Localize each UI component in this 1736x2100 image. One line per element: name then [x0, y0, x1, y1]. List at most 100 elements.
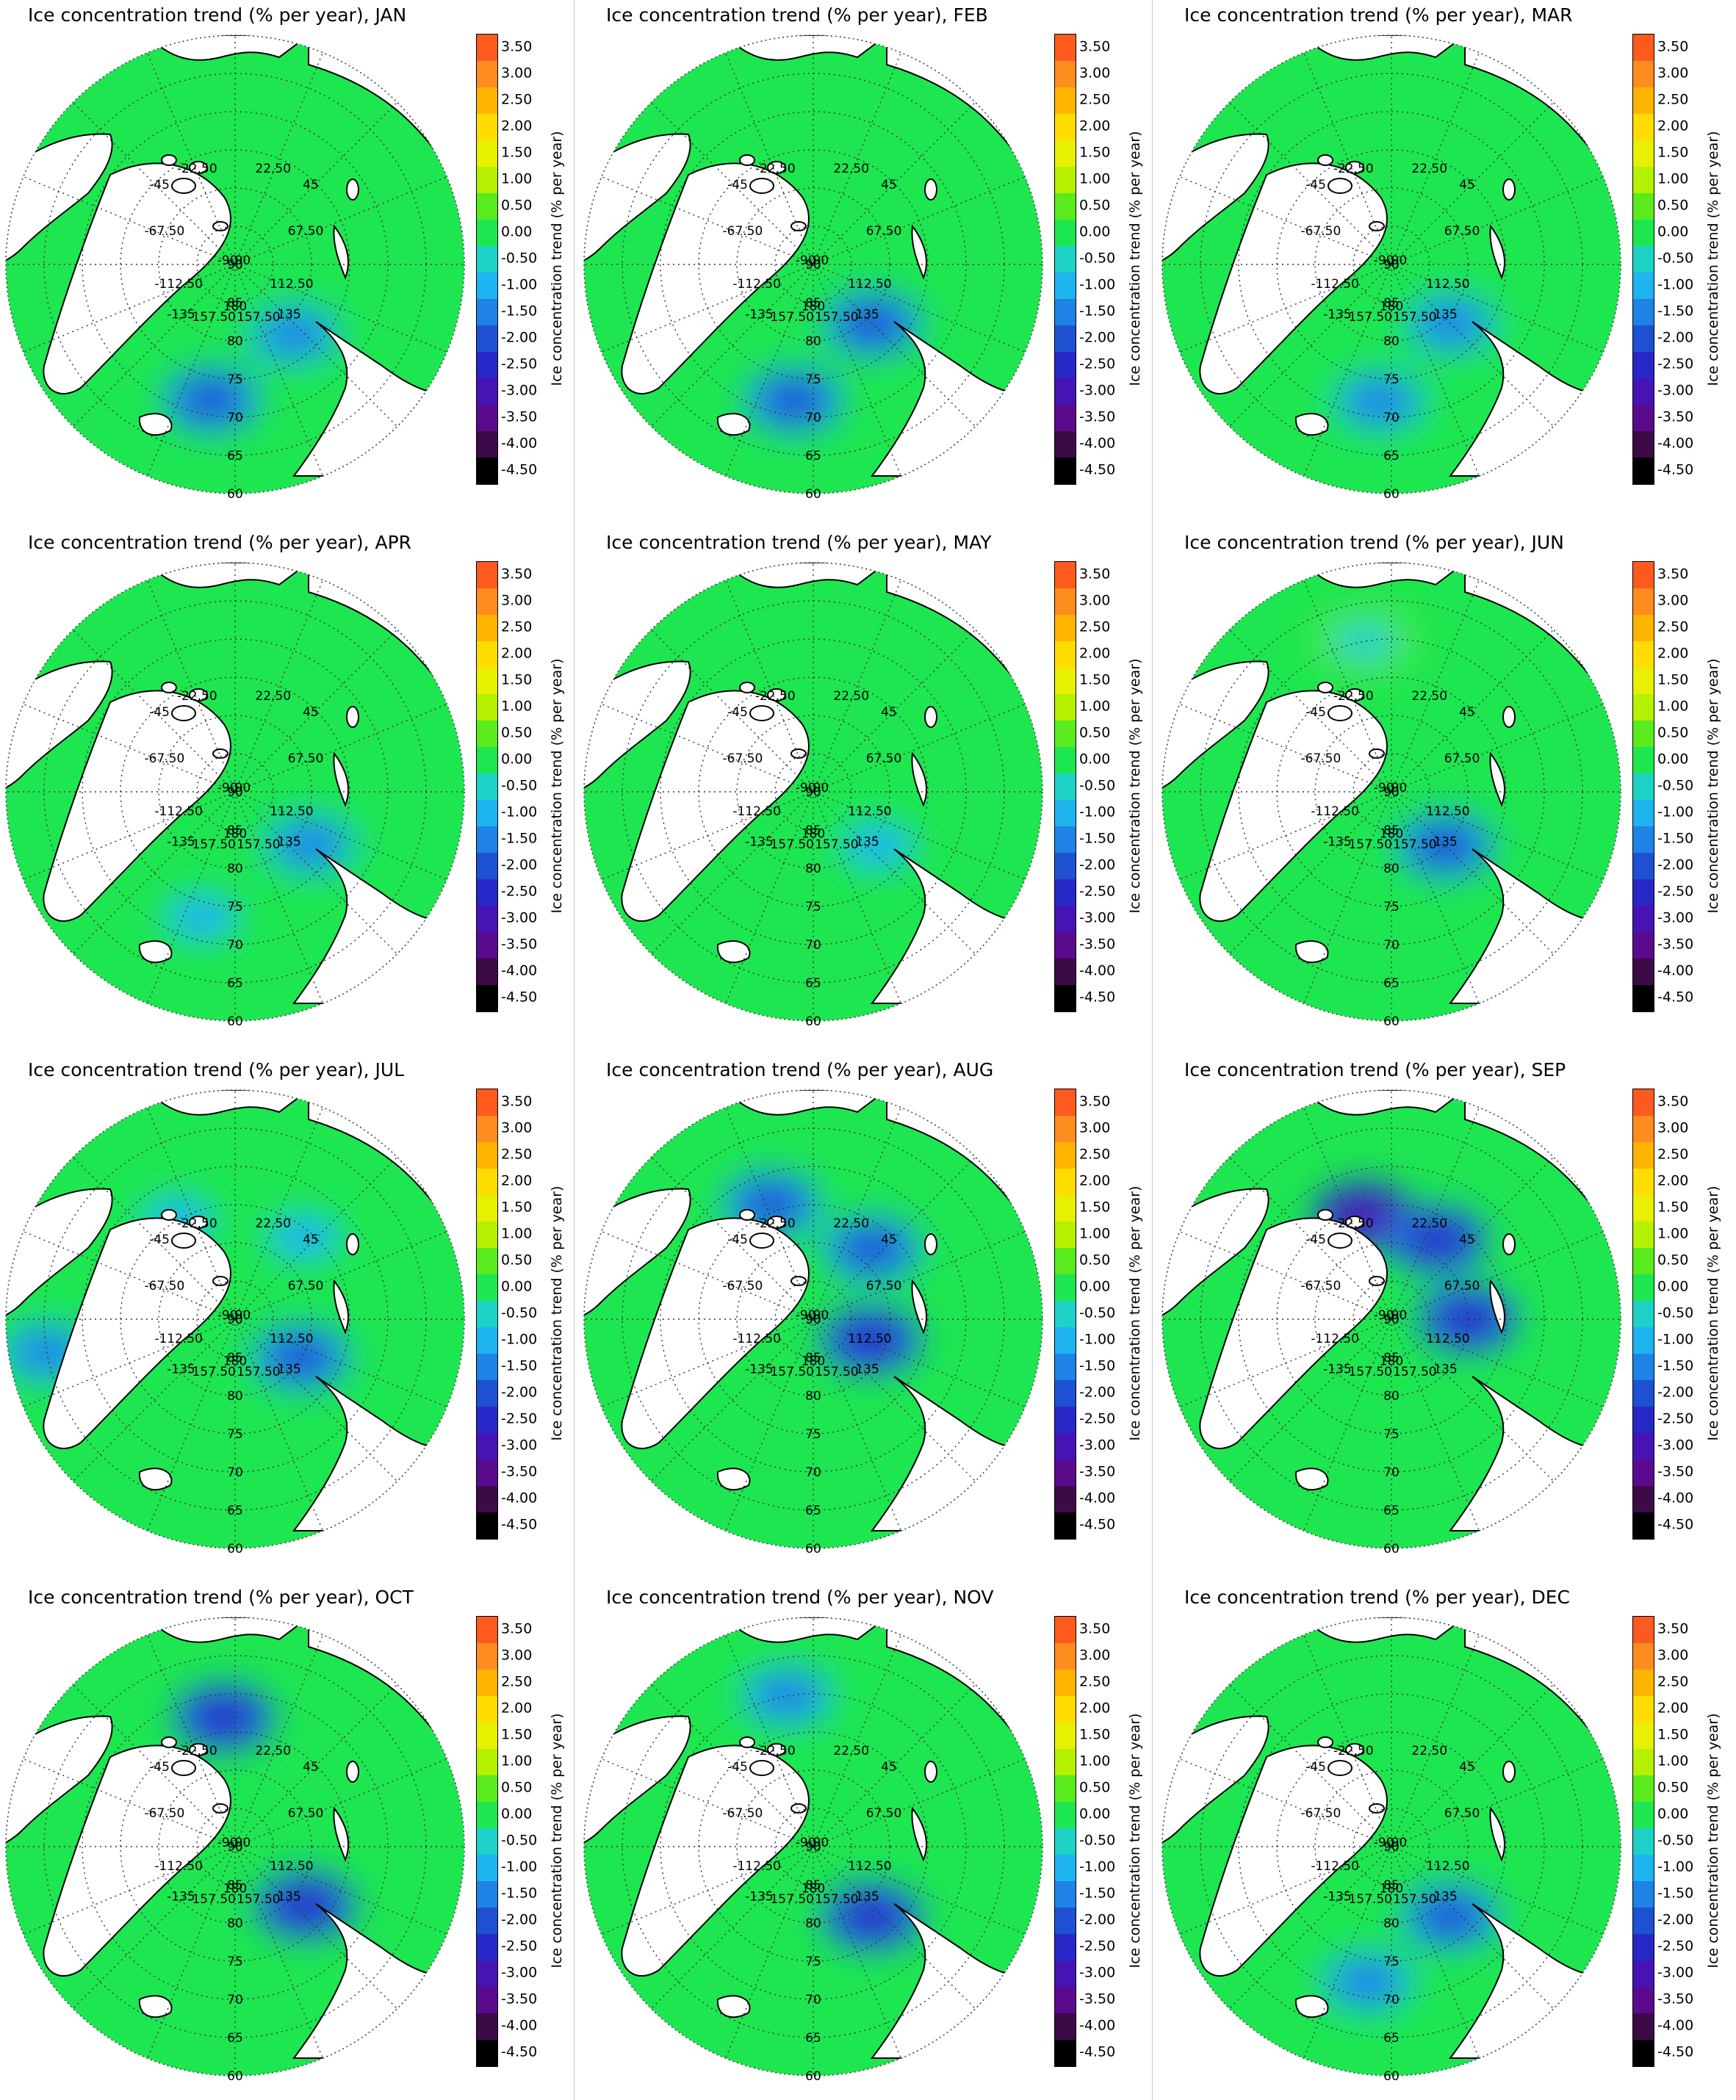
colorbar-swatch	[1633, 1274, 1654, 1301]
land-mass	[333, 1279, 349, 1335]
trend-region	[266, 1335, 337, 1379]
latitude-label: 80	[1383, 1916, 1400, 1931]
longitude-label: -22.50	[177, 162, 217, 176]
map-panel-jun: Ice concentration trend (% per year), JU…	[1156, 527, 1729, 1042]
longitude-label: -22.50	[755, 689, 796, 704]
longitude-label: -45	[149, 1760, 170, 1775]
longitude-label: 180	[802, 1881, 825, 1896]
longitude-label: -67.50	[1301, 1806, 1341, 1821]
latitude-label: 90	[805, 785, 821, 800]
latitude-label: 90	[805, 258, 821, 273]
island	[1502, 1233, 1516, 1255]
colorbar-tick-label: -1.50	[1657, 303, 1694, 320]
latitude-label: 85	[805, 296, 821, 311]
land-mass	[138, 413, 173, 436]
colorbar-tick-label: 0.50	[1079, 724, 1111, 741]
colorbar-tick-label: 3.50	[1079, 566, 1111, 582]
meridian-line	[650, 1156, 814, 1320]
colorbar-tick-label: 3.50	[1657, 1620, 1689, 1637]
land-mass	[1294, 1468, 1329, 1491]
latitude-label: 85	[227, 1878, 243, 1893]
colorbar-ticks: 3.50 3.00 2.50 2.00 1.50 1.00 0.50 0.00 -0.50 -1.…	[501, 561, 552, 1011]
colorbar-swatch	[477, 800, 497, 826]
longitude-label: 22.50	[255, 689, 291, 704]
meridian-line	[601, 176, 814, 265]
land-mass	[1489, 224, 1505, 280]
longitude-label: -67.50	[1301, 1279, 1341, 1293]
meridian-line	[72, 1318, 236, 1482]
longitude-label: 135	[855, 1890, 879, 1905]
longitude-label: -45	[1305, 1233, 1326, 1247]
colorbar	[1054, 561, 1076, 1012]
longitude-label: -22.50	[177, 1744, 217, 1758]
colorbar-tick-label: -2.00	[501, 856, 538, 873]
latitude-circle	[1238, 638, 1545, 945]
colorbar-tick-label: -0.50	[501, 777, 538, 794]
colorbar-swatch	[477, 1195, 497, 1222]
longitude-label: 135	[855, 1363, 879, 1377]
longitude-label: 22.50	[833, 162, 869, 176]
trend-region	[1332, 1960, 1403, 2005]
colorbar-tick-label: -4.50	[1079, 989, 1116, 1006]
colorbar-swatch	[477, 114, 497, 140]
colorbar-swatch	[1633, 140, 1654, 167]
latitude-label: 75	[1383, 900, 1400, 914]
colorbar-tick-label: 2.50	[1079, 91, 1111, 108]
colorbar-tick-label: -2.00	[1079, 856, 1116, 873]
longitude-label: -90	[796, 1308, 816, 1323]
longitude-label: 67.50	[288, 224, 324, 239]
latitude-label: 85	[227, 296, 243, 311]
colorbar-tick-label: -3.50	[501, 1991, 538, 2007]
land-mass	[723, 1617, 889, 1643]
latitude-circle	[1314, 1769, 1469, 1924]
longitude-label: -22.50	[1333, 1216, 1374, 1231]
colorbar-tick-label: 2.50	[501, 91, 533, 108]
meridian-line	[1303, 1107, 1392, 1320]
island	[171, 178, 196, 194]
colorbar-tick-label: 1.00	[501, 1753, 533, 1769]
colorbar-swatch	[1633, 1960, 1654, 1987]
colorbar-swatch	[477, 1248, 497, 1274]
colorbar-tick-label: 0.00	[1657, 223, 1689, 240]
colorbar-tick-label: -2.00	[501, 1384, 538, 1401]
island	[161, 1736, 177, 1748]
colorbar-tick-label: -3.00	[1657, 1437, 1694, 1454]
trend-region	[837, 1894, 908, 1939]
longitude-label: -90	[217, 253, 238, 268]
island	[212, 748, 228, 759]
latitude-circle	[774, 1808, 852, 1886]
latitude-label: 75	[805, 900, 821, 914]
colorbar-swatch	[1055, 959, 1076, 985]
island	[1369, 1803, 1385, 1814]
latitude-label: 80	[805, 334, 821, 349]
island	[212, 1276, 228, 1286]
island	[212, 221, 228, 231]
longitude-label: -90	[796, 781, 816, 795]
meridian-line	[1303, 1318, 1392, 1531]
colorbar-tick-label: 1.50	[501, 671, 533, 688]
colorbar-swatch	[1633, 87, 1654, 114]
longitude-label: 90	[1391, 781, 1408, 795]
colorbar-tick-label: -1.50	[501, 1885, 538, 1902]
colorbar-tick-label: -4.50	[501, 2043, 538, 2060]
colorbar-swatch	[1055, 167, 1076, 193]
longitude-label: -135	[745, 835, 774, 850]
colorbar-swatch	[477, 694, 497, 721]
meridian-line	[234, 1318, 398, 1482]
meridian-line	[146, 1846, 236, 2059]
longitude-label: -67.50	[145, 1806, 185, 1821]
colorbar-tick-label: -1.00	[1657, 804, 1694, 820]
meridian-line	[23, 1758, 236, 1847]
island	[1328, 705, 1353, 721]
colorbar-swatch	[1633, 1195, 1654, 1222]
colorbar-ticks: 3.50 3.00 2.50 2.00 1.50 1.00 0.50 0.00 -0.50 -1.…	[1079, 1616, 1131, 2065]
meridian-line	[146, 1634, 236, 1847]
meridian-line	[650, 791, 814, 955]
meridian-line	[813, 1230, 1026, 1320]
colorbar-swatch	[1055, 1512, 1076, 1539]
colorbar-swatch	[1633, 773, 1654, 800]
meridian-line	[724, 1107, 814, 1320]
land-mass	[621, 162, 810, 395]
colorbar-swatch	[1055, 1142, 1076, 1169]
longitude-label: 45	[303, 178, 319, 192]
